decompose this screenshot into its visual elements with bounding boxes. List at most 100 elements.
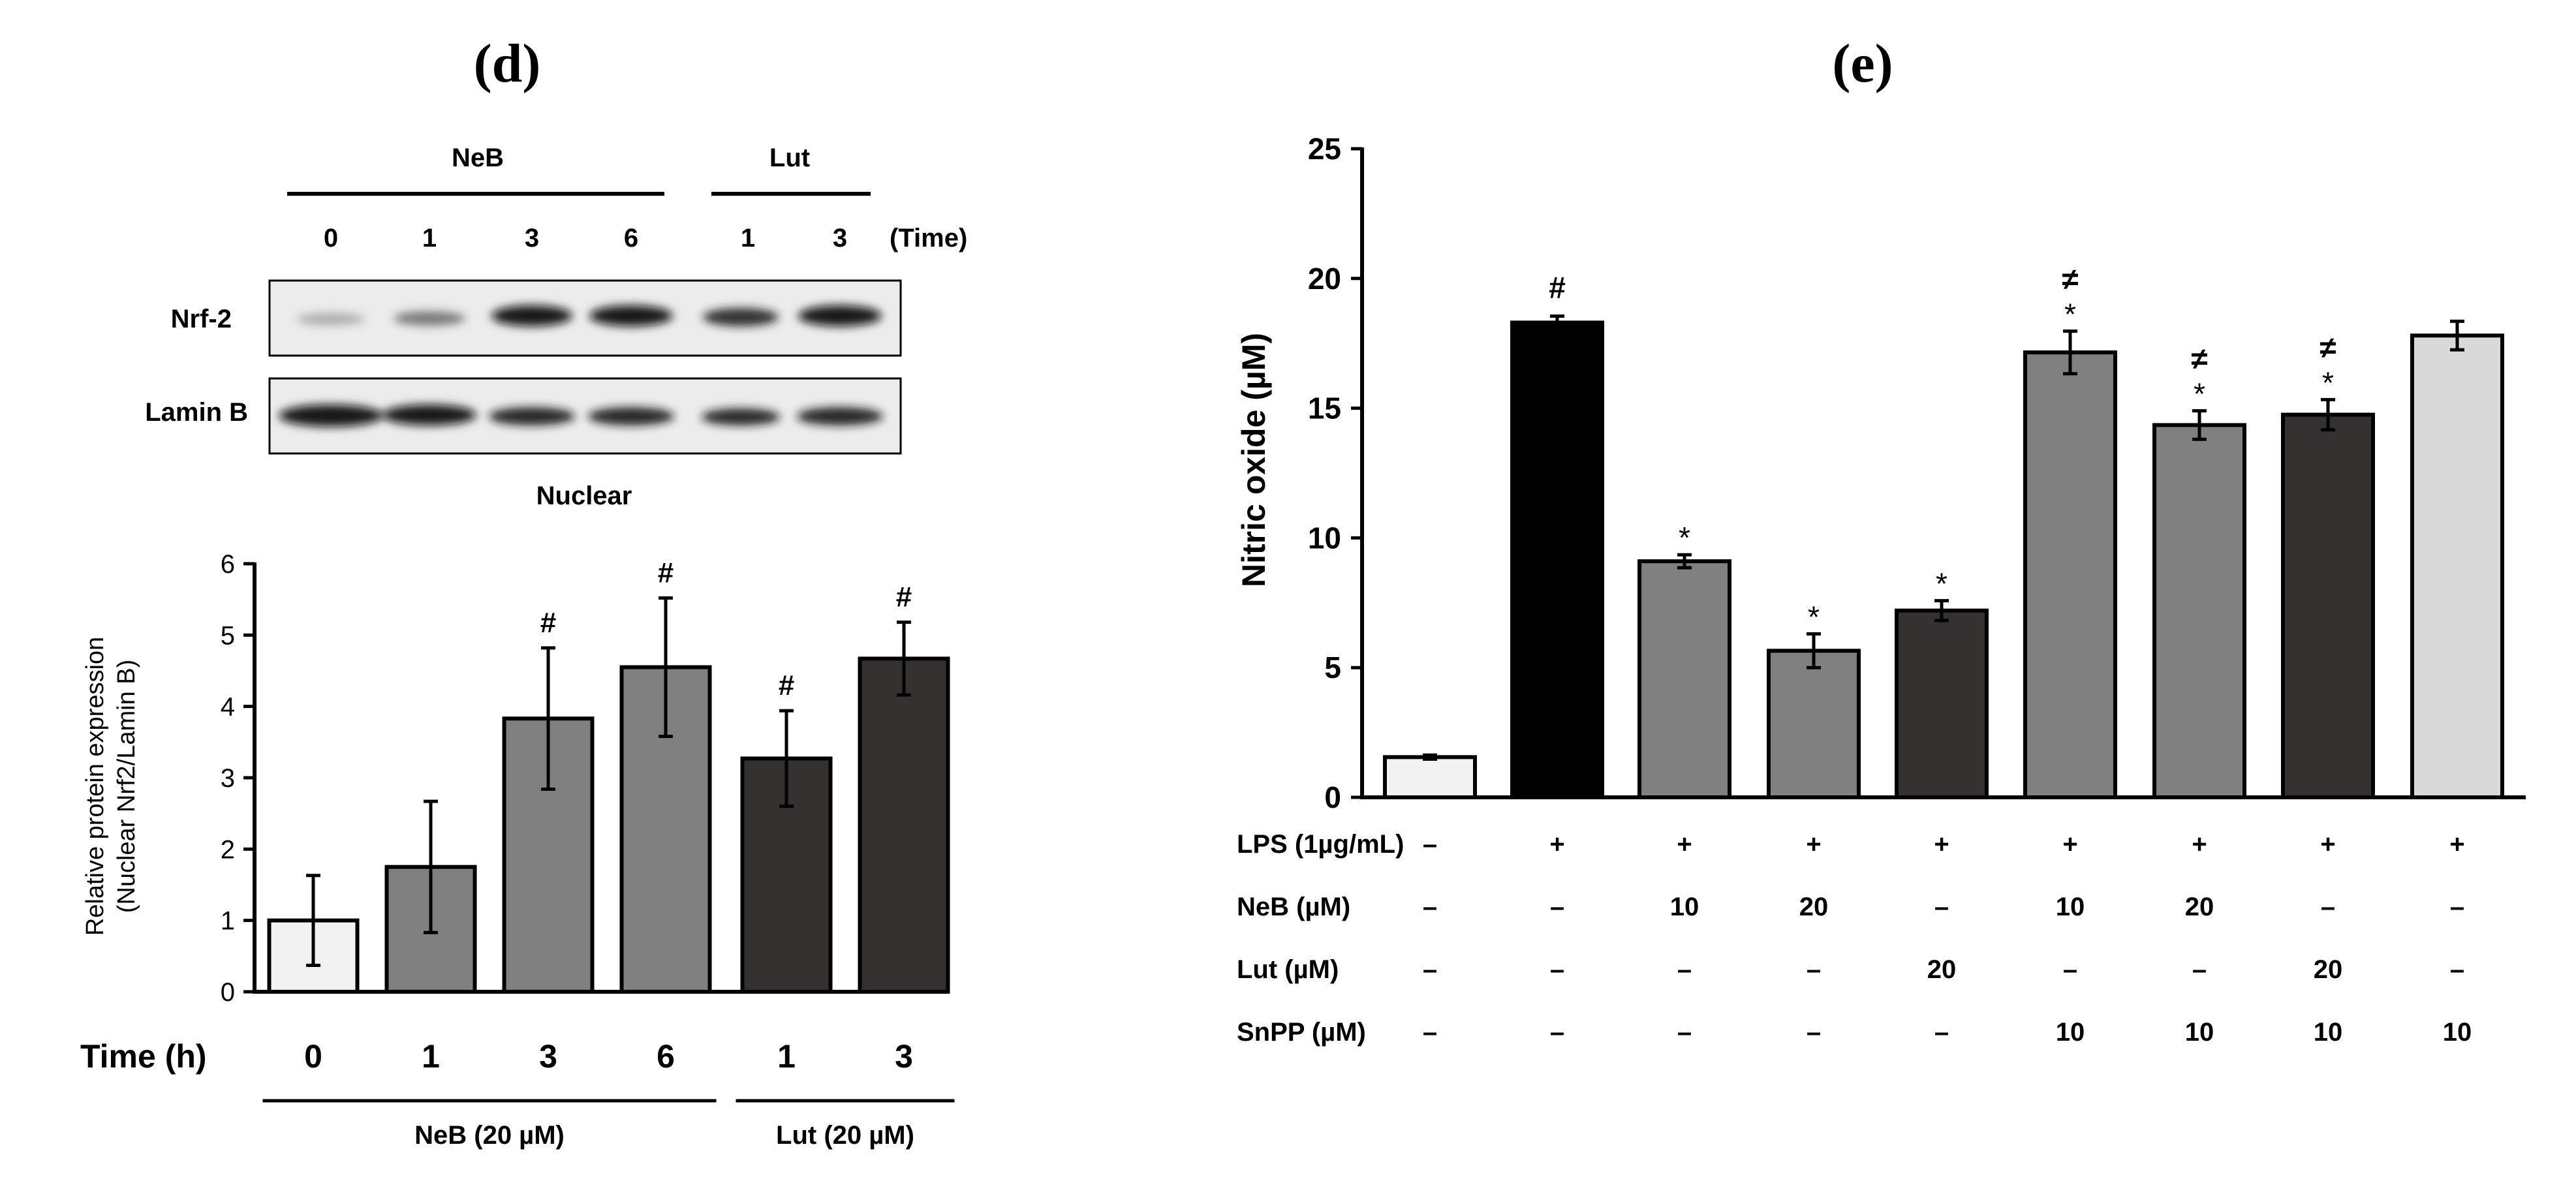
- treatment-cell: –: [1423, 955, 1437, 984]
- treatment-row-label: NeB (µM): [1237, 893, 1350, 921]
- group-label: NeB (20 µM): [414, 1121, 565, 1150]
- blot-group-label-neb: NeB: [452, 144, 504, 172]
- treatment-cell: +: [2062, 830, 2077, 859]
- treatment-cell: 20: [1799, 893, 1829, 921]
- treatment-cell: +: [2449, 830, 2464, 859]
- y-tick-label: 15: [1308, 391, 1341, 425]
- blot-band: [489, 407, 575, 425]
- treatment-cell: –: [1934, 893, 1949, 921]
- treatment-cell: –: [1677, 955, 1692, 984]
- blot-group-label-lut: Lut: [769, 144, 810, 172]
- chart-d-y-axis-label: Relative protein expression (Nuclear Nrf…: [82, 637, 140, 936]
- panel-d-label: (d): [474, 33, 541, 94]
- treatment-cell: –: [1423, 830, 1437, 859]
- treatment-cell: +: [1677, 830, 1692, 859]
- y-tick-label: 2: [221, 835, 235, 864]
- x-tick-label: 0: [304, 1038, 322, 1075]
- blot-band: [394, 311, 465, 326]
- y-tick-label: 0: [1324, 780, 1341, 814]
- treatment-row-label: SnPP (µM): [1237, 1018, 1366, 1047]
- panel-d: (d) NeB Lut 0 1 3 6 1 3 (Time) Nrf-2: [80, 33, 967, 1150]
- significance-marker-star: *: [2322, 365, 2334, 399]
- blot-band: [798, 305, 882, 326]
- blot-images: Nrf-2 Lamin B Nuclear: [145, 279, 902, 510]
- treatment-cell: –: [2321, 893, 2335, 921]
- blot-time-3: 6: [624, 224, 638, 253]
- x-tick-label: 3: [539, 1038, 557, 1075]
- treatment-cell: –: [1934, 1018, 1949, 1047]
- significance-marker: #: [779, 669, 794, 701]
- blot-header: NeB Lut 0 1 3 6 1 3 (Time): [287, 144, 967, 253]
- blot-time-unit: (Time): [890, 224, 967, 253]
- significance-marker: ≠: [2320, 330, 2336, 364]
- treatment-cell: +: [2320, 830, 2335, 859]
- significance-marker-star: *: [2194, 377, 2205, 411]
- y-tick-label: 4: [221, 693, 235, 722]
- y-tick-label: 25: [1308, 132, 1341, 166]
- chart-d: Relative protein expression (Nuclear Nrf…: [80, 550, 955, 1150]
- bar: [2023, 350, 2117, 799]
- y-axis-label-line2: (Nuclear Nrf2/Lamin B): [113, 660, 140, 913]
- significance-marker-star: *: [1808, 600, 1820, 634]
- bar: [740, 756, 833, 994]
- bar: [1767, 649, 1861, 800]
- blot-row-label-laminb: Lamin B: [145, 398, 248, 427]
- y-tick-label: 0: [221, 978, 235, 1007]
- treatment-cell: –: [1550, 955, 1564, 984]
- chart-e: Nitric oxide (µM) 0510152025#****≠*≠*≠LP…: [1235, 132, 2526, 1047]
- x-tick-label: 3: [895, 1038, 913, 1075]
- significance-marker: ≠: [2062, 262, 2078, 296]
- bar: [2281, 412, 2375, 799]
- significance-marker-star: *: [1936, 567, 1948, 601]
- y-tick-label: 1: [221, 907, 235, 936]
- group-label: Lut (20 µM): [776, 1121, 914, 1150]
- treatment-cell: –: [1423, 893, 1437, 921]
- blot-fraction-label: Nuclear: [536, 482, 632, 510]
- treatment-cell: –: [2192, 955, 2207, 984]
- bar: [1637, 559, 1731, 800]
- bar: [1510, 320, 1604, 799]
- treatment-cell: –: [1677, 1018, 1692, 1047]
- treatment-cell: +: [1934, 830, 1949, 859]
- x-tick-label: 1: [777, 1038, 796, 1075]
- treatment-cell: 10: [2443, 1018, 2472, 1047]
- treatment-cell: +: [2192, 830, 2207, 859]
- treatment-cell: –: [2450, 893, 2464, 921]
- chart-d-x-axis-label: Time (h): [80, 1038, 207, 1075]
- treatment-cell: –: [2450, 955, 2464, 984]
- panel-e-label: (e): [1832, 33, 1893, 94]
- blot-time-5: 3: [833, 224, 847, 253]
- bar: [1383, 755, 1477, 799]
- significance-marker: #: [1549, 270, 1566, 304]
- blot-time-0: 0: [324, 224, 338, 253]
- treatment-row-label: Lut (µM): [1237, 955, 1339, 984]
- treatment-cell: 20: [1927, 955, 1957, 984]
- bar: [858, 656, 950, 994]
- blot-band: [702, 408, 780, 425]
- treatment-cell: 20: [2185, 893, 2214, 921]
- x-tick-label: 1: [422, 1038, 440, 1075]
- y-tick-label: 10: [1308, 521, 1341, 555]
- blot-time-4: 1: [741, 224, 755, 253]
- treatment-cell: –: [1423, 1018, 1437, 1047]
- treatment-cell: 10: [1670, 893, 1699, 921]
- treatment-cell: –: [1807, 1018, 1821, 1047]
- blot-row-label-nrf2: Nrf-2: [171, 305, 232, 333]
- treatment-cell: 10: [2056, 1018, 2085, 1047]
- blot-time-1: 1: [422, 224, 437, 253]
- treatment-cell: 10: [2185, 1018, 2214, 1047]
- treatment-cell: 10: [2314, 1018, 2343, 1047]
- chart-e-y-axis-label: Nitric oxide (µM): [1235, 333, 1272, 587]
- blot-band: [588, 407, 674, 425]
- panel-e: (e) Nitric oxide (µM) 0510152025#****≠*≠…: [1235, 33, 2526, 1047]
- treatment-cell: –: [2063, 955, 2077, 984]
- y-tick-label: 5: [221, 621, 235, 650]
- treatment-cell: –: [1807, 955, 1821, 984]
- y-tick-label: 5: [1324, 651, 1341, 684]
- treatment-cell: +: [1806, 830, 1821, 859]
- y-tick-label: 20: [1308, 262, 1341, 296]
- treatment-cell: –: [1550, 893, 1564, 921]
- blot-band: [279, 405, 383, 427]
- treatment-cell: 20: [2314, 955, 2343, 984]
- significance-marker: #: [658, 557, 674, 589]
